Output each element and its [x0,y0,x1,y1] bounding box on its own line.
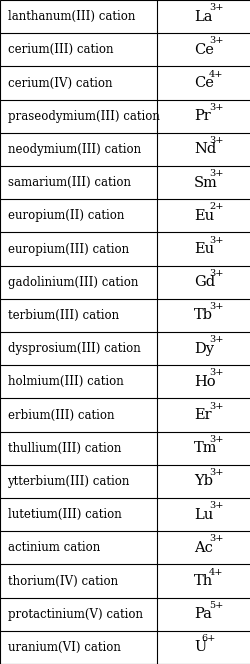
Text: holmium(III) cation: holmium(III) cation [8,375,123,388]
Text: 3+: 3+ [208,468,222,477]
Text: thullium(III) cation: thullium(III) cation [8,442,120,455]
Text: cerium(IV) cation: cerium(IV) cation [8,76,112,90]
Text: 3+: 3+ [208,169,222,178]
Text: 3+: 3+ [208,501,222,510]
Text: Tm: Tm [193,441,216,456]
Text: 3+: 3+ [208,3,222,12]
Text: Ac: Ac [193,540,212,555]
Text: 3+: 3+ [208,402,222,410]
Text: thorium(IV) cation: thorium(IV) cation [8,574,117,588]
Text: 4+: 4+ [208,568,222,576]
Text: 3+: 3+ [208,535,222,543]
Text: Er: Er [193,408,211,422]
Text: lutetium(III) cation: lutetium(III) cation [8,508,121,521]
Text: Eu: Eu [193,208,213,223]
Text: 3+: 3+ [208,369,222,377]
Text: 4+: 4+ [208,70,222,78]
Text: neodymium(III) cation: neodymium(III) cation [8,143,140,156]
Text: dysprosium(III) cation: dysprosium(III) cation [8,342,140,355]
Text: La: La [193,9,212,24]
Text: Pa: Pa [193,607,211,622]
Text: praseodymium(III) cation: praseodymium(III) cation [8,110,159,123]
Text: Lu: Lu [193,507,212,522]
Text: Tb: Tb [193,308,212,323]
Text: protactinium(V) cation: protactinium(V) cation [8,608,142,621]
Text: Eu: Eu [193,242,213,256]
Text: Ce: Ce [193,76,213,90]
Text: Nd: Nd [193,142,215,157]
Text: 3+: 3+ [208,335,222,344]
Text: 2+: 2+ [208,203,222,211]
Text: 3+: 3+ [208,236,222,244]
Text: samarium(III) cation: samarium(III) cation [8,176,130,189]
Text: 3+: 3+ [208,136,222,145]
Text: 3+: 3+ [208,103,222,112]
Text: 3+: 3+ [208,302,222,311]
Text: 6+: 6+ [201,634,215,643]
Text: Th: Th [193,574,212,588]
Text: ytterbium(III) cation: ytterbium(III) cation [8,475,130,488]
Text: 3+: 3+ [208,269,222,278]
Text: U: U [193,640,205,655]
Text: europium(II) cation: europium(II) cation [8,209,123,222]
Text: Yb: Yb [193,474,212,489]
Text: 3+: 3+ [208,37,222,45]
Text: actinium cation: actinium cation [8,541,100,554]
Text: uranium(VI) cation: uranium(VI) cation [8,641,120,654]
Text: 5+: 5+ [208,601,222,610]
Text: Ce: Ce [193,42,213,57]
Text: Sm: Sm [193,175,217,190]
Text: Pr: Pr [193,109,210,124]
Text: terbium(III) cation: terbium(III) cation [8,309,118,322]
Text: cerium(III) cation: cerium(III) cation [8,43,113,56]
Text: lanthanum(III) cation: lanthanum(III) cation [8,10,134,23]
Text: gadolinium(III) cation: gadolinium(III) cation [8,276,137,289]
Text: europium(III) cation: europium(III) cation [8,242,128,256]
Text: Gd: Gd [193,275,214,290]
Text: erbium(III) cation: erbium(III) cation [8,408,114,422]
Text: Ho: Ho [193,374,215,389]
Text: Dy: Dy [193,341,213,356]
Text: 3+: 3+ [208,435,222,444]
